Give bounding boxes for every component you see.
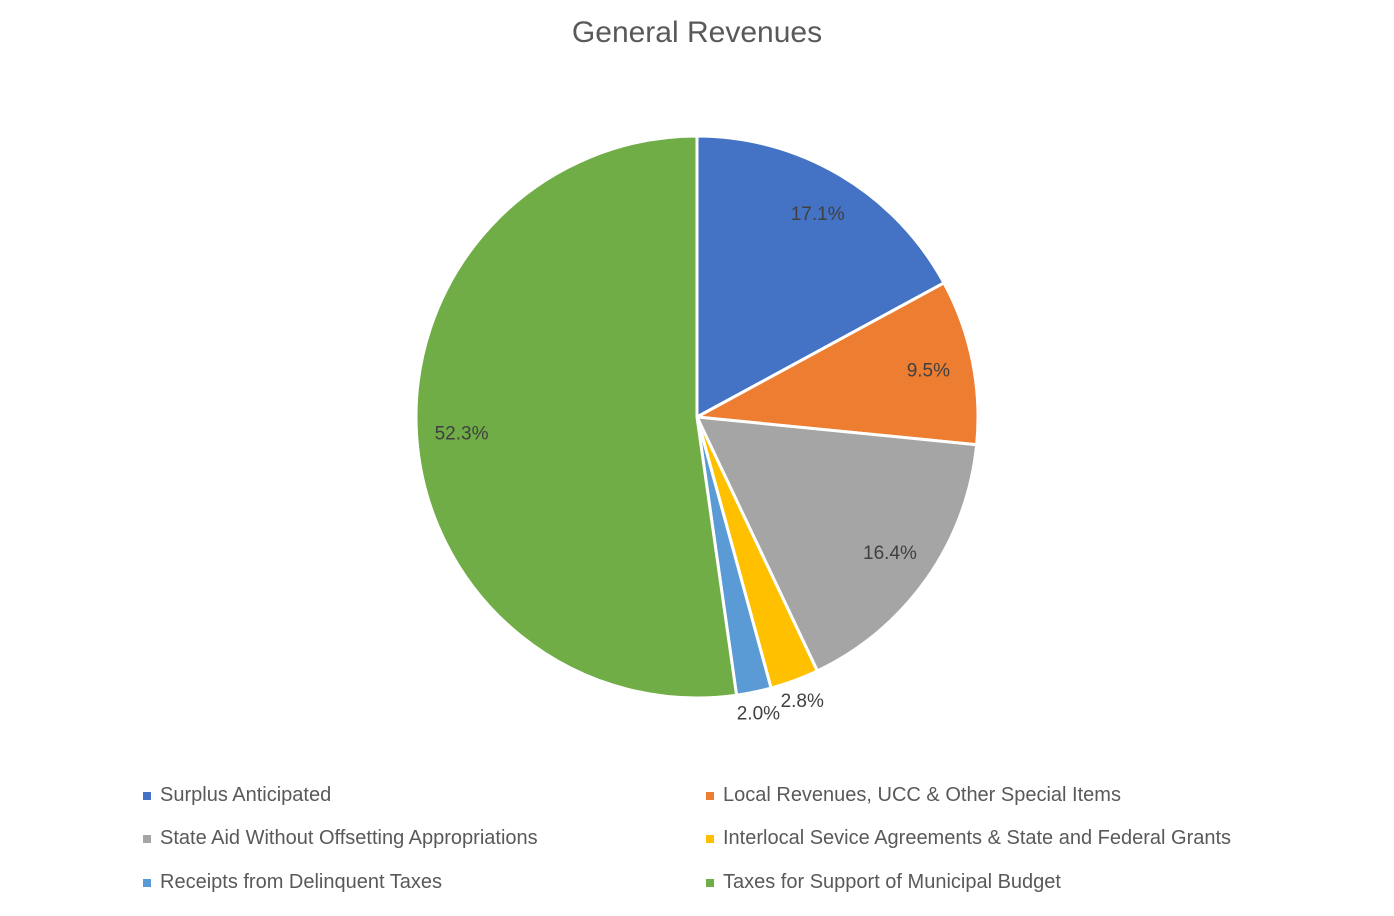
legend-label: Interlocal Sevice Agreements & State and…	[723, 827, 1232, 849]
data-label: 2.0%	[737, 704, 780, 725]
chart-title: General Revenues	[571, 16, 823, 49]
data-label: 16.4%	[863, 543, 917, 564]
pie-slice	[695, 134, 946, 419]
legend-swatch	[143, 791, 151, 800]
pie-slice	[695, 415, 979, 673]
legend-item: Surplus Anticipated	[143, 784, 331, 807]
legend-swatch	[706, 834, 714, 843]
legend-swatch	[706, 791, 714, 800]
legend-item: State Aid Without Offsetting Appropriati…	[143, 827, 538, 850]
data-label: 52.3%	[435, 424, 489, 445]
legend-swatch	[143, 878, 151, 887]
legend-label: Local Revenues, UCC & Other Special Item…	[723, 784, 1121, 806]
pie-slice	[414, 134, 739, 700]
legend-label: Taxes for Support of Municipal Budget	[723, 871, 1061, 893]
data-label: 17.1%	[791, 204, 845, 225]
legend-item: Local Revenues, UCC & Other Special Item…	[706, 784, 1121, 807]
legend-swatch	[143, 834, 151, 843]
data-label: 2.8%	[781, 691, 824, 712]
pie-slice	[695, 281, 980, 447]
legend-item: Interlocal Sevice Agreements & State and…	[706, 827, 1231, 850]
data-label: 9.5%	[907, 360, 950, 381]
legend-item: Receipts from Delinquent Taxes	[143, 871, 442, 894]
legend-swatch	[706, 878, 714, 887]
legend-item: Taxes for Support of Municipal Budget	[706, 871, 1061, 894]
legend-label: State Aid Without Offsetting Appropriati…	[160, 827, 538, 849]
legend-label: Surplus Anticipated	[160, 784, 332, 806]
legend-label: Receipts from Delinquent Taxes	[160, 871, 442, 893]
